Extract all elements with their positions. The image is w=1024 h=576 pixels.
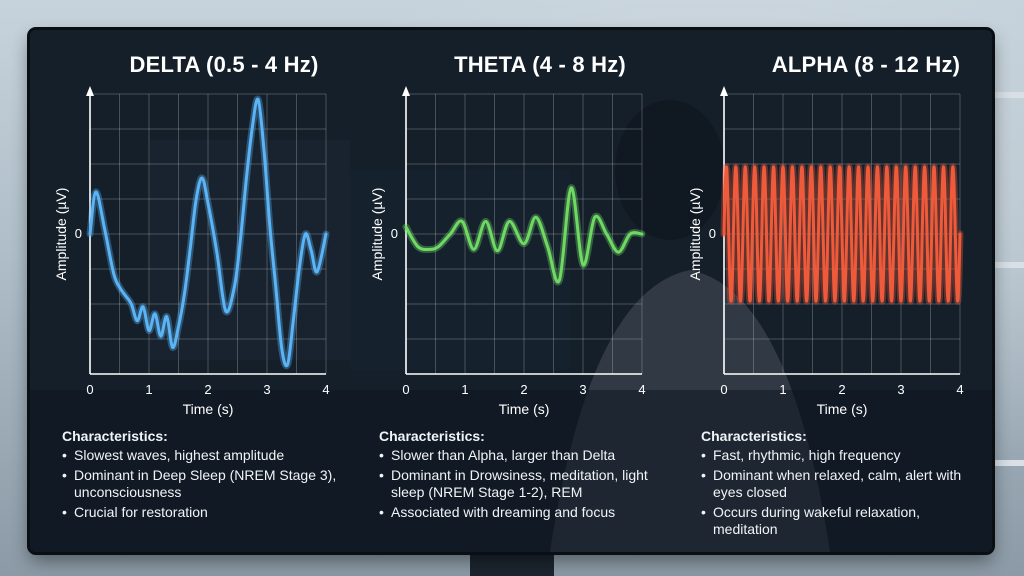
y-tick-label: 0 bbox=[75, 226, 82, 241]
x-tick-label: 0 bbox=[720, 382, 727, 397]
x-axis-label: Time (s) bbox=[499, 401, 550, 417]
y-axis-arrow-icon bbox=[402, 86, 410, 96]
theta-characteristics: Characteristics: Slower than Alpha, larg… bbox=[379, 428, 679, 524]
delta-chart: 0 1 2 3 4 0 Time (s) Amplitude (µV) bbox=[53, 86, 330, 417]
x-tick-label: 3 bbox=[897, 382, 904, 397]
x-tick-label: 2 bbox=[838, 382, 845, 397]
alpha-characteristics: Characteristics: Fast, rhythmic, high fr… bbox=[701, 428, 971, 541]
monitor-stand bbox=[470, 552, 554, 576]
delta-title: DELTA (0.5 - 4 Hz) bbox=[129, 52, 319, 77]
series-line bbox=[404, 186, 644, 284]
x-tick-label: 1 bbox=[779, 382, 786, 397]
characteristic-item: Slower than Alpha, larger than Delta bbox=[379, 447, 679, 464]
lab-shelf bbox=[984, 92, 1024, 98]
characteristic-item: Dominant in Deep Sleep (NREM Stage 3), u… bbox=[62, 467, 362, 501]
characteristics-heading: Characteristics: bbox=[62, 428, 168, 444]
x-axis-label: Time (s) bbox=[183, 401, 234, 417]
x-tick-label: 3 bbox=[579, 382, 586, 397]
screen-dim-overlay bbox=[30, 30, 992, 552]
characteristic-item: Occurs during wakeful relaxation, medita… bbox=[701, 504, 971, 538]
y-axis-label: Amplitude (µV) bbox=[369, 188, 385, 281]
y-axis-label: Amplitude (µV) bbox=[687, 188, 703, 281]
x-tick-label: 0 bbox=[402, 382, 409, 397]
x-tick-label: 0 bbox=[86, 382, 93, 397]
x-tick-label: 4 bbox=[322, 382, 329, 397]
y-axis-label: Amplitude (µV) bbox=[53, 188, 69, 281]
x-tick-label: 2 bbox=[520, 382, 527, 397]
characteristic-item: Dominant when relaxed, calm, alert with … bbox=[701, 467, 971, 501]
theta-title: THETA (4 - 8 Hz) bbox=[454, 52, 626, 77]
y-tick-label: 0 bbox=[391, 226, 398, 241]
characteristic-item: Dominant in Drowsiness, meditation, ligh… bbox=[379, 467, 679, 501]
delta-characteristics: Characteristics: Slowest waves, highest … bbox=[62, 428, 362, 524]
lab-shelf bbox=[984, 262, 1024, 268]
characteristic-item: Slowest waves, highest amplitude bbox=[62, 447, 362, 464]
characteristics-heading: Characteristics: bbox=[379, 428, 485, 444]
y-tick-label: 0 bbox=[709, 226, 716, 241]
series-line bbox=[88, 97, 328, 368]
x-axis-label: Time (s) bbox=[817, 401, 868, 417]
alpha-chart: 0 1 2 3 4 0 Time (s) Amplitude (µV) bbox=[687, 86, 964, 417]
x-tick-label: 4 bbox=[638, 382, 645, 397]
characteristic-item: Associated with dreaming and focus bbox=[379, 504, 679, 521]
series-line bbox=[722, 165, 962, 303]
x-tick-label: 3 bbox=[263, 382, 270, 397]
x-tick-label: 2 bbox=[204, 382, 211, 397]
y-axis-arrow-icon bbox=[86, 86, 94, 96]
y-axis-arrow-icon bbox=[720, 86, 728, 96]
alpha-title: ALPHA (8 - 12 Hz) bbox=[771, 52, 961, 77]
characteristic-item: Crucial for restoration bbox=[62, 504, 362, 521]
lab-shelf bbox=[984, 460, 1024, 466]
characteristic-item: Fast, rhythmic, high frequency bbox=[701, 447, 971, 464]
x-tick-label: 1 bbox=[461, 382, 468, 397]
characteristics-heading: Characteristics: bbox=[701, 428, 807, 444]
x-tick-label: 1 bbox=[145, 382, 152, 397]
theta-chart: 0 1 2 3 4 0 Time (s) Amplitude (µV) bbox=[369, 86, 646, 417]
monitor: DELTA (0.5 - 4 Hz) THETA (4 - 8 Hz) ALPH… bbox=[30, 30, 992, 552]
x-tick-label: 4 bbox=[956, 382, 963, 397]
